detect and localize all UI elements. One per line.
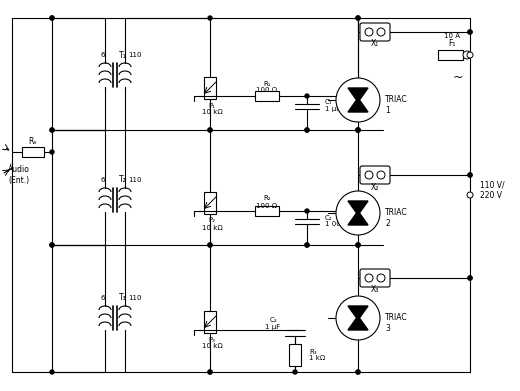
FancyBboxPatch shape xyxy=(360,269,390,287)
Circle shape xyxy=(468,276,472,280)
Circle shape xyxy=(468,30,472,34)
Circle shape xyxy=(336,191,380,235)
Circle shape xyxy=(377,171,385,179)
Text: Rₓ: Rₓ xyxy=(29,138,37,147)
Circle shape xyxy=(305,209,309,213)
Circle shape xyxy=(365,274,373,282)
Text: ~: ~ xyxy=(453,70,463,84)
Circle shape xyxy=(467,192,473,198)
Polygon shape xyxy=(348,88,368,102)
Text: P₃
10 kΩ: P₃ 10 kΩ xyxy=(202,337,223,350)
Circle shape xyxy=(365,28,373,36)
Text: R₂
100 Ω: R₂ 100 Ω xyxy=(256,196,278,208)
Text: C₁
1 μF: C₁ 1 μF xyxy=(325,99,340,113)
Bar xyxy=(204,77,216,99)
Text: 6: 6 xyxy=(101,177,105,183)
Bar xyxy=(22,147,44,157)
Text: R₁
100 Ω: R₁ 100 Ω xyxy=(256,81,278,93)
Circle shape xyxy=(377,274,385,282)
Text: X₁: X₁ xyxy=(371,39,379,48)
Circle shape xyxy=(463,51,471,59)
Circle shape xyxy=(50,243,54,247)
Polygon shape xyxy=(348,201,368,215)
Text: 6: 6 xyxy=(101,52,105,58)
Circle shape xyxy=(50,16,54,20)
Text: Áudio
(Ent.): Áudio (Ent.) xyxy=(8,165,30,185)
Text: TRIAC
3: TRIAC 3 xyxy=(385,313,408,333)
Bar xyxy=(438,50,463,60)
Circle shape xyxy=(208,243,212,247)
Circle shape xyxy=(50,16,54,20)
Text: 6: 6 xyxy=(101,295,105,301)
Text: R₃
1 kΩ: R₃ 1 kΩ xyxy=(309,348,325,362)
Circle shape xyxy=(356,128,360,132)
Text: P₂
10 kΩ: P₂ 10 kΩ xyxy=(202,217,223,231)
Text: X₂: X₂ xyxy=(371,183,379,192)
Text: T₂: T₂ xyxy=(119,176,127,185)
FancyBboxPatch shape xyxy=(360,23,390,41)
Text: 110 V/
220 V: 110 V/ 220 V xyxy=(480,180,504,200)
Text: 10 A: 10 A xyxy=(444,33,460,39)
Polygon shape xyxy=(348,211,368,225)
Text: X₃: X₃ xyxy=(371,285,379,294)
Circle shape xyxy=(356,128,360,132)
Circle shape xyxy=(293,370,297,374)
Bar xyxy=(289,344,301,366)
Circle shape xyxy=(305,94,309,98)
Circle shape xyxy=(208,128,212,132)
Circle shape xyxy=(365,171,373,179)
Circle shape xyxy=(50,370,54,374)
Circle shape xyxy=(356,370,360,374)
Circle shape xyxy=(208,370,212,374)
Circle shape xyxy=(305,243,309,247)
Text: T₃: T₃ xyxy=(119,294,127,303)
Text: F₁: F₁ xyxy=(448,38,456,47)
Circle shape xyxy=(356,370,360,374)
Text: C₂
1 00 nF: C₂ 1 00 nF xyxy=(325,215,352,228)
Text: T₁: T₁ xyxy=(119,50,127,59)
Text: TRIAC
2: TRIAC 2 xyxy=(385,208,408,228)
Circle shape xyxy=(468,173,472,177)
Polygon shape xyxy=(348,306,368,320)
Bar xyxy=(255,91,279,101)
Circle shape xyxy=(336,296,380,340)
Circle shape xyxy=(208,16,212,20)
Circle shape xyxy=(336,78,380,122)
Circle shape xyxy=(356,128,360,132)
Bar xyxy=(204,311,216,333)
Circle shape xyxy=(356,243,360,247)
Circle shape xyxy=(305,128,309,132)
Circle shape xyxy=(468,30,472,34)
Circle shape xyxy=(377,28,385,36)
Circle shape xyxy=(305,128,309,132)
Circle shape xyxy=(305,243,309,247)
Circle shape xyxy=(468,276,472,280)
Bar xyxy=(255,206,279,216)
Bar xyxy=(204,192,216,214)
Circle shape xyxy=(208,243,212,247)
Text: 110: 110 xyxy=(128,177,142,183)
Circle shape xyxy=(208,370,212,374)
Circle shape xyxy=(50,128,54,132)
Circle shape xyxy=(468,173,472,177)
Polygon shape xyxy=(348,98,368,112)
Text: C₃
1 μF: C₃ 1 μF xyxy=(265,317,281,330)
Circle shape xyxy=(356,243,360,247)
FancyBboxPatch shape xyxy=(360,166,390,184)
Text: TRIAC
1: TRIAC 1 xyxy=(385,95,408,115)
Circle shape xyxy=(50,128,54,132)
Circle shape xyxy=(356,16,360,20)
Circle shape xyxy=(208,128,212,132)
Circle shape xyxy=(356,243,360,247)
Text: 110: 110 xyxy=(128,295,142,301)
Circle shape xyxy=(356,16,360,20)
Circle shape xyxy=(50,150,54,154)
Circle shape xyxy=(467,52,473,58)
Text: 110: 110 xyxy=(128,52,142,58)
Polygon shape xyxy=(348,316,368,330)
Text: P₁
10 kΩ: P₁ 10 kΩ xyxy=(202,102,223,115)
Circle shape xyxy=(50,243,54,247)
